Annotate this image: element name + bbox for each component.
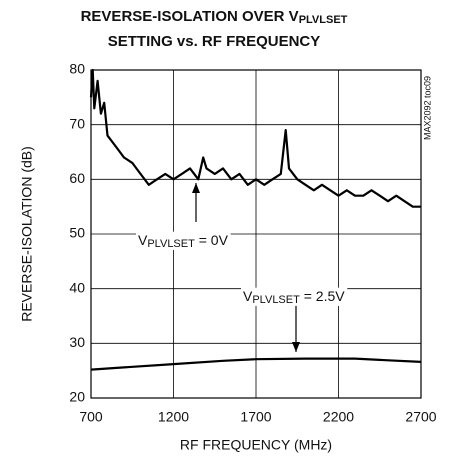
y-tick-label: 70	[69, 115, 85, 131]
annotation-part: = 0V	[195, 232, 229, 248]
x-tick-label: 700	[79, 409, 103, 425]
annotation: VPLVLSET = 2.5V	[243, 288, 345, 306]
y-tick-label: 20	[69, 389, 85, 405]
annotation-sub: PLVLSET	[252, 294, 300, 306]
y-tick-label: 40	[69, 279, 85, 295]
annotation-bg	[136, 231, 231, 250]
y-tick-label: 60	[69, 170, 85, 186]
x-tick-label: 2700	[405, 409, 436, 425]
side-label: MAX2092 toc09	[422, 76, 432, 140]
arrow-head	[192, 183, 200, 193]
data-line	[90, 357, 422, 371]
data-line	[89, 68, 421, 208]
chart-subtitle: SETTING vs. RF FREQUENCY	[108, 33, 321, 50]
x-tick-label: 2200	[323, 409, 354, 425]
x-axis-label: RF FREQUENCY (MHz)	[180, 437, 332, 453]
y-tick-label: 30	[69, 334, 85, 350]
annotation-bg	[241, 287, 348, 306]
x-tick-label: 1700	[240, 409, 271, 425]
annotation-sub: PLVLSET	[147, 238, 195, 250]
annotation: VPLVLSET = 0V	[138, 232, 229, 250]
y-tick-label: 80	[69, 61, 85, 77]
y-axis-label: REVERSE-ISOLATION (dB)	[19, 146, 35, 322]
annotation-part: = 2.5V	[300, 288, 345, 304]
arrow-head	[292, 342, 300, 352]
chart-title: REVERSE-ISOLATION OVER VPLVLSET	[81, 8, 348, 26]
annotation-part: V	[138, 232, 148, 248]
y-tick-label: 50	[69, 225, 85, 241]
x-tick-label: 1200	[158, 409, 189, 425]
plot-frame	[90, 69, 422, 399]
annotation-part: V	[243, 288, 253, 304]
